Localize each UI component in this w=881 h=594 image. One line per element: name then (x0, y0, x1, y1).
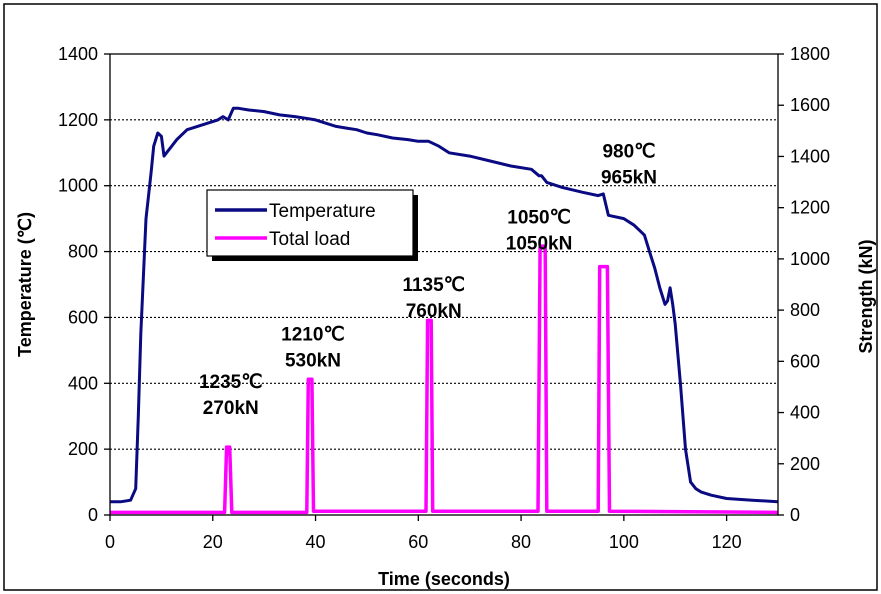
annotation-load: 530kN (285, 350, 341, 371)
y2-tick-label: 1400 (790, 146, 830, 166)
series-line-temperature (110, 106, 779, 504)
y2-tick-label: 400 (790, 403, 820, 423)
legend: Temperature Total load (206, 189, 418, 261)
y-tick-label: 200 (68, 439, 98, 459)
plot-area-frame (109, 53, 779, 516)
series-line-total-load (110, 244, 779, 515)
grid-lines (110, 119, 778, 450)
x-tick-label: 80 (511, 532, 531, 552)
annotation-load: 1050kN (506, 234, 573, 255)
y2-axis-title: Strength (kN) (856, 240, 876, 354)
legend-box (206, 189, 414, 257)
y-tick-label: 400 (68, 373, 98, 393)
y2-tick-label: 600 (790, 351, 820, 371)
y2-tick-label: 800 (790, 300, 820, 320)
legend-label: Temperature (269, 201, 376, 222)
x-tick-label: 120 (712, 532, 742, 552)
y2-tick-label: 1600 (790, 95, 830, 115)
y2-tick-label: 0 (790, 505, 800, 525)
y-tick-label: 1400 (58, 44, 98, 64)
annotation-temperature: 1210℃ (281, 324, 345, 345)
y-axis-title: Temperature (℃) (15, 212, 35, 357)
chart-border (3, 3, 878, 591)
annotation-temperature: 1050℃ (507, 208, 571, 229)
legend-label: Total load (269, 229, 350, 250)
x-tick-label: 0 (105, 532, 115, 552)
annotation-temperature: 1235℃ (199, 372, 263, 393)
y-tick-label: 1000 (58, 176, 98, 196)
x-tick-label: 40 (306, 532, 326, 552)
x-tick-label: 100 (609, 532, 639, 552)
annotations-layer: 1235℃ 270kN 1210℃ 530kN 1135℃ 760kN 1050℃ 1050k… (199, 142, 657, 420)
axes: 0 20 40 60 80 100 1200200400600800100012001400… (15, 44, 876, 589)
series-layer (110, 106, 779, 515)
y-tick-label: 1200 (58, 110, 98, 130)
y-tick-label: 0 (88, 505, 98, 525)
annotation-load: 760kN (406, 301, 462, 322)
annotation-load: 270kN (203, 398, 259, 419)
annotation-load: 965kN (601, 168, 657, 189)
x-axis-title: Time (seconds) (378, 569, 510, 589)
y-tick-label: 800 (68, 242, 98, 262)
y2-tick-label: 1800 (790, 44, 830, 64)
x-tick-label: 20 (203, 532, 223, 552)
annotation-temperature: 980℃ (602, 142, 655, 163)
annotation-temperature: 1135℃ (402, 275, 465, 296)
y-tick-label: 600 (68, 307, 98, 327)
x-tick-label: 60 (408, 532, 428, 552)
y2-tick-label: 1000 (790, 249, 830, 269)
y2-tick-label: 1200 (790, 198, 830, 218)
y2-tick-label: 200 (790, 454, 820, 474)
